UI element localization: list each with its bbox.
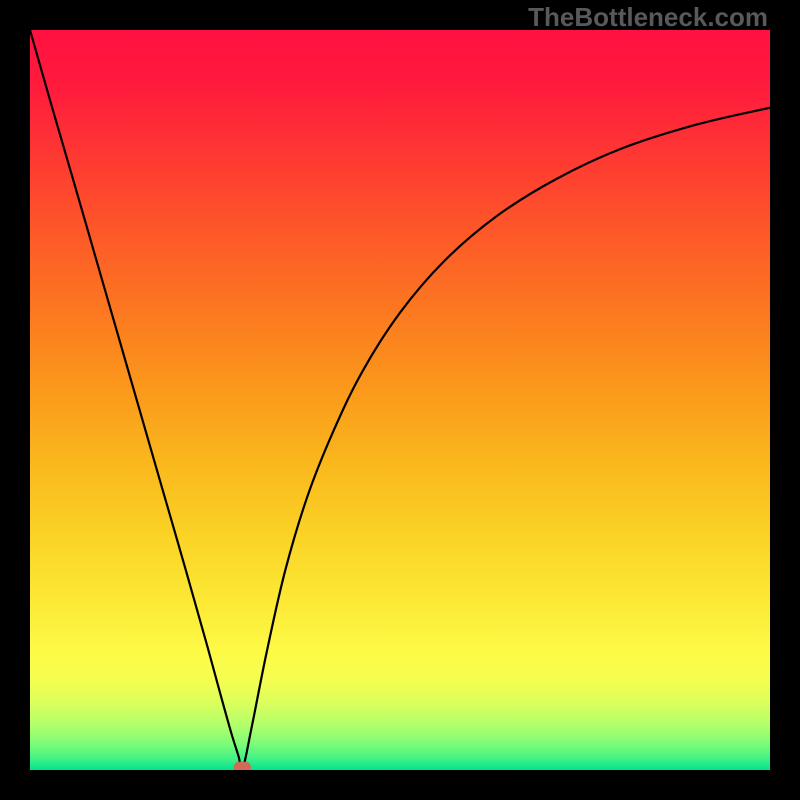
optimum-marker <box>234 762 251 770</box>
plot-svg <box>30 30 770 770</box>
plot-background <box>30 30 770 770</box>
plot-area <box>30 30 770 770</box>
chart-root: TheBottleneck.com <box>0 0 800 800</box>
watermark-text: TheBottleneck.com <box>528 2 768 33</box>
